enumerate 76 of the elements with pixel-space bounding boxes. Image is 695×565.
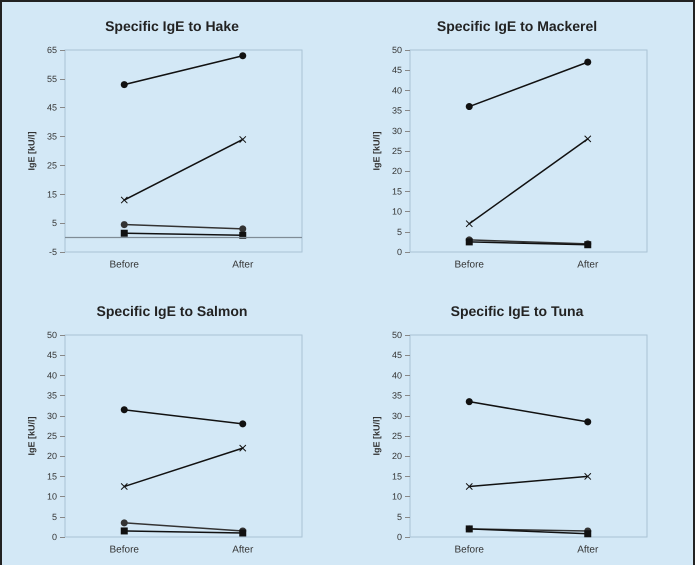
- point: [120, 81, 128, 88]
- y-tick-label: 10: [46, 492, 57, 502]
- y-tick-label: 50: [392, 45, 402, 55]
- x-tick-label: After: [232, 544, 254, 556]
- y-tick-label: 30: [392, 126, 402, 136]
- y-axis-title: IgE [kU/l]: [372, 416, 382, 456]
- x-tick-label: After: [577, 544, 599, 556]
- x-tick-label: Before: [454, 260, 484, 270]
- y-tick-label: 20: [392, 166, 402, 176]
- y-axis-title: IgE [kU/l]: [372, 131, 382, 171]
- point: [120, 527, 128, 534]
- y-tick-label: 45: [46, 102, 57, 113]
- point: [584, 530, 592, 538]
- y-tick-label: -5: [48, 247, 57, 257]
- y-tick-label: 35: [46, 132, 57, 142]
- y-tick-label: 5: [52, 218, 57, 228]
- y-tick-label: 40: [392, 370, 402, 380]
- y-tick-label: 25: [46, 431, 57, 441]
- y-tick-label: 15: [46, 471, 57, 482]
- y-tick-label: 15: [392, 186, 402, 196]
- point: [239, 52, 246, 60]
- point: [466, 398, 473, 406]
- y-tick-label: 30: [46, 410, 57, 421]
- x-tick-label: Before: [454, 544, 484, 556]
- y-tick-label: 30: [392, 410, 402, 421]
- chart-title: Specific IgE to Hake: [105, 18, 240, 34]
- y-tick-label: 40: [392, 85, 402, 96]
- x-tick-label: After: [232, 260, 254, 270]
- x-tick-label: Before: [110, 260, 140, 270]
- y-tick-label: 35: [392, 390, 402, 401]
- point: [239, 420, 246, 428]
- y-tick-label: 35: [46, 390, 57, 401]
- point: [120, 221, 128, 228]
- point: [120, 196, 128, 204]
- point: [584, 472, 592, 480]
- point: [584, 58, 592, 66]
- y-tick-label: 15: [46, 189, 57, 200]
- chart-title: Specific IgE to Mackerel: [436, 18, 598, 34]
- y-tick-label: 15: [392, 471, 402, 482]
- y-tick-label: 0: [396, 247, 402, 257]
- y-tick-label: 5: [396, 512, 402, 522]
- y-axis-title: IgE [kU/l]: [26, 416, 37, 456]
- point: [120, 519, 128, 526]
- point: [466, 220, 473, 228]
- y-tick-label: 55: [46, 74, 57, 84]
- y-tick-label: 20: [46, 451, 57, 462]
- y-tick-label: 0: [396, 532, 402, 542]
- point: [584, 135, 592, 142]
- y-axis-title: IgE [kU/l]: [26, 131, 37, 171]
- y-tick-label: 45: [392, 350, 402, 360]
- x-tick-label: After: [577, 260, 599, 270]
- y-tick-label: 35: [392, 106, 402, 116]
- y-tick-label: 45: [392, 65, 402, 76]
- y-tick-label: 5: [52, 512, 57, 522]
- y-tick-label: 10: [392, 492, 402, 502]
- y-tick-label: 25: [46, 160, 57, 170]
- y-tick-label: 0: [52, 532, 57, 542]
- y-tick-label: 50: [46, 330, 57, 340]
- point: [120, 406, 128, 414]
- chart-title: Specific IgE to Tuna: [450, 303, 584, 319]
- x-tick-label: Before: [110, 544, 140, 556]
- point: [239, 225, 246, 232]
- y-tick-label: 65: [46, 45, 57, 55]
- y-tick-label: 45: [46, 350, 57, 360]
- y-tick-label: 50: [392, 330, 402, 340]
- y-tick-label: 40: [46, 370, 57, 380]
- y-tick-label: 25: [392, 431, 402, 441]
- point: [466, 103, 473, 110]
- y-tick-label: 10: [392, 206, 402, 217]
- y-tick-label: 5: [396, 226, 402, 237]
- y-tick-label: 25: [392, 146, 402, 156]
- point: [239, 444, 246, 452]
- point: [584, 418, 592, 426]
- y-tick-label: 20: [392, 451, 402, 462]
- chart-title: Specific IgE to Salmon: [96, 303, 248, 319]
- point: [120, 230, 128, 237]
